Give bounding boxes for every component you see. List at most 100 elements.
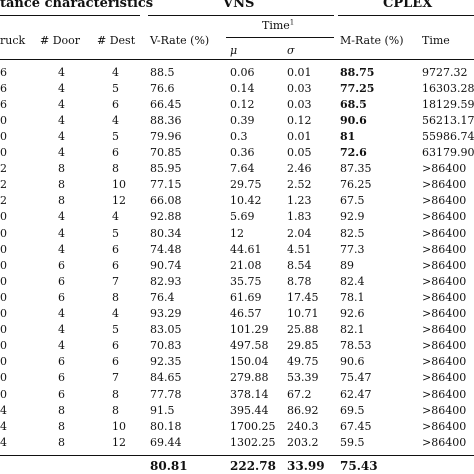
cell-truck: 2 — [0, 178, 7, 192]
cell-door: 4 — [58, 81, 65, 95]
cell-vrate: 83.05 — [150, 323, 182, 337]
cell-truck: 0 — [0, 307, 7, 320]
cell-vrate: 70.83 — [150, 339, 182, 353]
cell-door: 4 — [58, 210, 65, 224]
cell-time: >86400 — [422, 210, 467, 224]
cell-sigma: 0.05 — [287, 146, 312, 159]
cell-door: 8 — [58, 194, 65, 208]
cell-door: 4 — [58, 146, 65, 159]
cell-mrate: 76.25 — [340, 178, 372, 192]
cell-sigma: 49.75 — [287, 355, 319, 369]
cell-vrate: 77.15 — [150, 178, 182, 192]
avg-sigma: 33.99 — [287, 459, 325, 473]
cell-mu: 0.36 — [230, 146, 255, 159]
instance-group-header: tance characteristics — [0, 0, 154, 11]
cell-time: >86400 — [422, 435, 467, 449]
cell-vrate: 76.4 — [150, 290, 175, 304]
cell-door: 6 — [58, 371, 65, 385]
cell-dest: 6 — [112, 146, 119, 159]
col-header-truck: ruck — [0, 34, 26, 47]
cell-door: 8 — [58, 435, 65, 449]
cell-sigma: 10.71 — [287, 307, 319, 320]
cell-mrate: 72.6 — [340, 146, 367, 159]
cell-sigma: 0.01 — [287, 129, 312, 143]
cell-truck: 0 — [0, 323, 7, 337]
cell-vrate: 77.78 — [150, 387, 182, 401]
cell-mrate: 82.1 — [340, 323, 365, 337]
cell-sigma: 0.01 — [287, 65, 312, 79]
cell-truck: 0 — [0, 113, 7, 127]
cell-sigma: 0.12 — [287, 113, 312, 127]
avg-vrate: 80.81 — [150, 459, 188, 473]
cell-time: >86400 — [422, 162, 467, 176]
cell-mrate: 92.6 — [340, 307, 365, 320]
cell-sigma: 53.39 — [287, 371, 319, 385]
cell-mu: 46.57 — [230, 307, 262, 320]
cell-dest: 5 — [112, 323, 119, 337]
cell-vrate: 80.18 — [150, 419, 182, 433]
cell-time: >86400 — [422, 307, 467, 320]
col-header-mu: μ — [230, 44, 238, 57]
col-header-dest: # Dest — [97, 34, 136, 47]
cell-time: >86400 — [422, 403, 467, 417]
cell-truck: 0 — [0, 146, 7, 159]
cell-mrate: 87.35 — [340, 162, 372, 176]
cell-vrate: 66.45 — [150, 97, 182, 111]
cell-time: >86400 — [422, 290, 467, 304]
cell-dest: 6 — [112, 258, 119, 272]
cell-mu: 35.75 — [230, 274, 262, 288]
cell-truck: 0 — [0, 371, 7, 385]
cell-mrate: 89 — [340, 258, 354, 272]
col-header-door: # Door — [40, 34, 81, 47]
cell-mu: 497.58 — [230, 339, 269, 353]
cell-time: >86400 — [422, 242, 467, 256]
cell-sigma: 25.88 — [287, 323, 319, 337]
cell-mrate: 90.6 — [340, 113, 367, 127]
cell-mu: 0.06 — [230, 65, 255, 79]
header-rule — [0, 59, 474, 60]
cell-vrate: 85.95 — [150, 162, 182, 176]
cell-door: 8 — [58, 419, 65, 433]
cell-dest: 4 — [112, 210, 119, 224]
cell-dest: 7 — [112, 274, 119, 288]
cell-time: >86400 — [422, 258, 467, 272]
group-rule-cplex — [338, 15, 474, 16]
cell-mu: 1302.25 — [230, 435, 276, 449]
cell-mu: 10.42 — [230, 194, 262, 208]
cell-time: >86400 — [422, 323, 467, 337]
cell-time: >86400 — [422, 387, 467, 401]
cell-door: 4 — [58, 226, 65, 240]
cell-door: 4 — [58, 65, 65, 79]
cell-mrate: 90.6 — [340, 355, 365, 369]
cell-truck: 0 — [0, 290, 7, 304]
cell-dest: 5 — [112, 81, 119, 95]
cell-time: 16303.28 — [422, 81, 474, 95]
cell-door: 6 — [58, 274, 65, 288]
cell-door: 6 — [58, 355, 65, 369]
cell-dest: 6 — [112, 355, 119, 369]
avg-mu: 222.78 — [230, 459, 276, 473]
cell-sigma: 240.3 — [287, 419, 319, 433]
cell-mrate: 68.5 — [340, 97, 367, 111]
cell-time: >86400 — [422, 226, 467, 240]
cell-mu: 150.04 — [230, 355, 269, 369]
vns-group-header: VNS — [223, 0, 255, 11]
cell-sigma: 0.03 — [287, 97, 312, 111]
cell-mu: 1700.25 — [230, 419, 276, 433]
cell-truck: 0 — [0, 339, 7, 353]
cell-mu: 12 — [230, 226, 244, 240]
cell-door: 4 — [58, 307, 65, 320]
cell-mu: 0.3 — [230, 129, 248, 143]
cell-vrate: 82.93 — [150, 274, 182, 288]
col-header-vrate: V-Rate (%) — [150, 34, 210, 47]
cell-door: 8 — [58, 162, 65, 176]
cell-mu: 0.39 — [230, 113, 255, 127]
cell-truck: 0 — [0, 226, 7, 240]
cell-truck: 2 — [0, 162, 7, 176]
cell-time: >86400 — [422, 339, 467, 353]
cell-dest: 5 — [112, 129, 119, 143]
cell-dest: 12 — [112, 435, 126, 449]
cell-truck: 0 — [0, 242, 7, 256]
cell-mrate: 92.9 — [340, 210, 365, 224]
cell-dest: 4 — [112, 65, 119, 79]
